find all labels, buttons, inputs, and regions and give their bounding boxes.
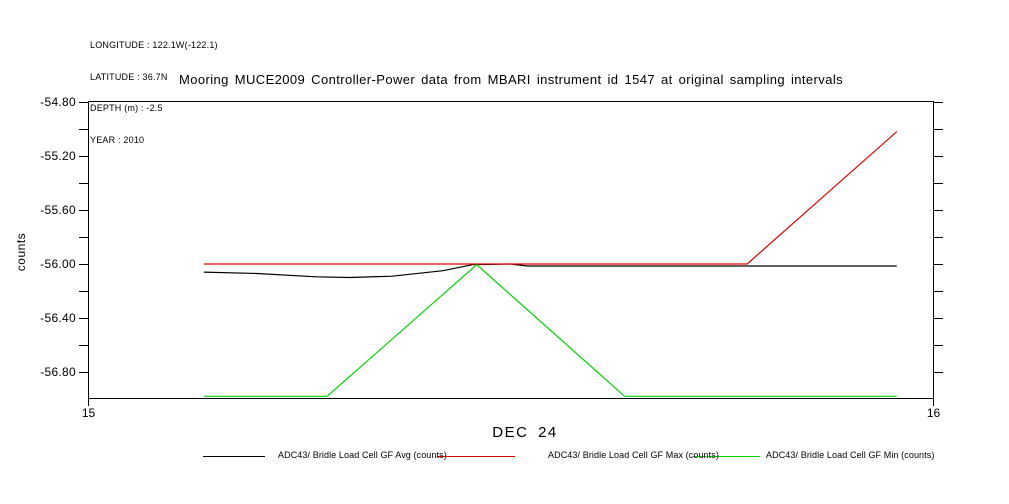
metadata-latitude: LATITUDE : 36.7N xyxy=(90,71,168,82)
legend-max-label: ADC43/ Bridle Load Cell GF Max (counts) xyxy=(548,450,719,460)
station-metadata: LONGITUDE : 122.1W(-122.1) LATITUDE : 36… xyxy=(90,19,218,156)
metadata-year: YEAR : 2010 xyxy=(90,134,145,145)
legend-min-label: ADC43/ Bridle Load Cell GF Min (counts) xyxy=(766,450,935,460)
y-axis-title: counts xyxy=(14,232,28,272)
chart-title: Mooring MUCE2009 Controller-Power data f… xyxy=(178,72,844,87)
x-tick-label: 16 xyxy=(926,406,941,420)
y-tick-label: -56.40 xyxy=(40,311,76,325)
y-tick-label: -56.00 xyxy=(40,257,76,271)
y-tick-label: -55.20 xyxy=(40,149,76,163)
y-tick-label: -56.80 xyxy=(40,365,76,379)
metadata-longitude: LONGITUDE : 122.1W(-122.1) xyxy=(90,40,218,50)
metadata-depth: DEPTH (m) : -2.5 xyxy=(90,103,163,113)
x-axis-title: DEC 24 xyxy=(492,424,558,441)
y-tick-label: -54.80 xyxy=(40,95,76,109)
legend-avg-line-swatch xyxy=(203,456,265,457)
plot-area xyxy=(88,101,934,399)
legend-max-line-swatch xyxy=(437,456,515,457)
legend-avg-label: ADC43/ Bridle Load Cell GF Avg (counts) xyxy=(278,450,447,460)
y-tick-label: -55.60 xyxy=(40,203,76,217)
legend-min-line-swatch xyxy=(693,456,760,457)
x-tick-label: 15 xyxy=(81,406,96,420)
